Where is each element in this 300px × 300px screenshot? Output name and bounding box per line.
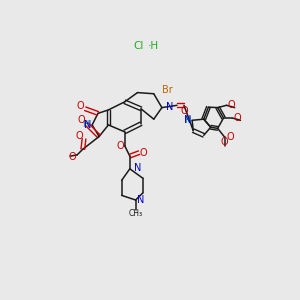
Text: CH₃: CH₃ [129,209,143,218]
Text: O: O [227,132,234,142]
Text: O: O [221,137,229,147]
Text: N: N [134,163,141,173]
Text: O: O [75,131,83,141]
Text: N: N [184,115,192,125]
Text: O: O [117,141,124,151]
Text: N: N [166,102,173,112]
Text: O: O [181,106,188,116]
Text: H: H [184,116,190,125]
Text: O: O [69,152,76,162]
Text: O: O [140,148,148,158]
Text: O: O [78,115,85,125]
Text: O: O [77,101,84,111]
Text: Br: Br [162,85,172,95]
Text: H: H [82,120,89,129]
Text: ·H: ·H [148,41,159,51]
Text: O: O [227,100,235,110]
Text: Cl: Cl [134,41,144,51]
Text: O: O [233,113,241,123]
Text: N: N [137,195,144,205]
Text: N: N [84,120,91,130]
